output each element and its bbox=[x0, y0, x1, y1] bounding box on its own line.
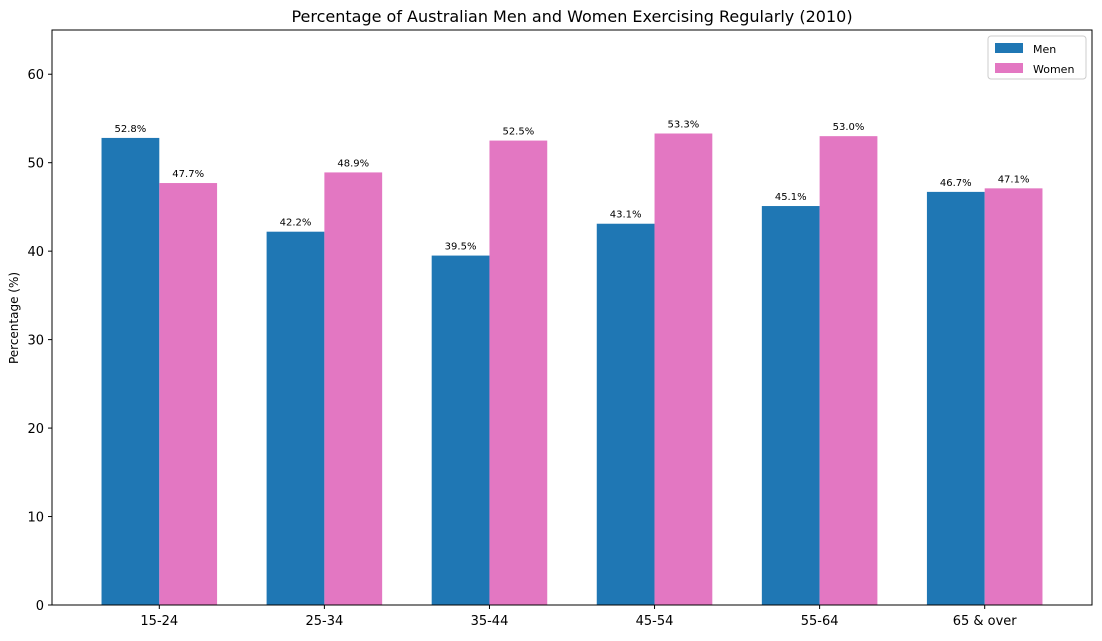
legend-swatch-men bbox=[995, 43, 1023, 53]
bar-men-45-54 bbox=[596, 223, 655, 605]
bar-men-55-64 bbox=[761, 206, 820, 606]
data-label: 52.5% bbox=[502, 127, 534, 138]
x-tick-label: 25-34 bbox=[305, 614, 343, 629]
bar-men-15-24 bbox=[101, 137, 160, 605]
legend-label: Women bbox=[1033, 63, 1074, 76]
y-tick-label: 60 bbox=[27, 68, 44, 83]
bar-women-55-64 bbox=[819, 136, 878, 605]
data-label: 53.3% bbox=[668, 120, 700, 131]
y-tick-label: 40 bbox=[27, 245, 44, 260]
data-label: 46.7% bbox=[940, 178, 972, 189]
bar-women-65 & over bbox=[984, 188, 1043, 605]
bar-women-45-54 bbox=[654, 133, 713, 605]
data-label: 52.8% bbox=[115, 124, 147, 135]
data-label: 53.0% bbox=[833, 122, 865, 133]
legend-swatch-women bbox=[995, 63, 1023, 73]
bar-women-25-34 bbox=[324, 172, 383, 605]
bar-men-35-44 bbox=[431, 255, 490, 606]
bar-women-35-44 bbox=[489, 140, 548, 606]
bar-men-65 & over bbox=[926, 191, 985, 605]
x-tick-label: 35-44 bbox=[471, 614, 509, 629]
data-label: 48.9% bbox=[337, 158, 369, 169]
data-label: 39.5% bbox=[445, 242, 477, 253]
y-tick-label: 20 bbox=[27, 422, 44, 437]
y-tick-label: 10 bbox=[27, 511, 44, 526]
y-tick-label: 50 bbox=[27, 157, 44, 172]
data-label: 47.1% bbox=[998, 174, 1030, 185]
x-tick-label: 65 & over bbox=[953, 614, 1018, 629]
y-axis-label: Percentage (%) bbox=[7, 272, 21, 364]
data-label: 43.1% bbox=[610, 210, 642, 221]
y-tick-label: 0 bbox=[36, 599, 44, 614]
y-tick-label: 30 bbox=[27, 334, 44, 349]
bar-men-25-34 bbox=[266, 231, 325, 605]
x-tick-label: 55-64 bbox=[801, 614, 839, 629]
chart-title: Percentage of Australian Men and Women E… bbox=[291, 7, 852, 26]
plot-frame bbox=[51, 29, 1093, 606]
legend-label: Men bbox=[1033, 43, 1056, 56]
x-tick-label: 45-54 bbox=[636, 614, 674, 629]
x-tick-label: 15-24 bbox=[140, 614, 178, 629]
data-label: 42.2% bbox=[280, 218, 312, 229]
bar-women-15-24 bbox=[159, 183, 218, 606]
data-label: 45.1% bbox=[775, 192, 807, 203]
legend: Men Women bbox=[987, 35, 1087, 80]
data-label: 47.7% bbox=[172, 169, 204, 180]
